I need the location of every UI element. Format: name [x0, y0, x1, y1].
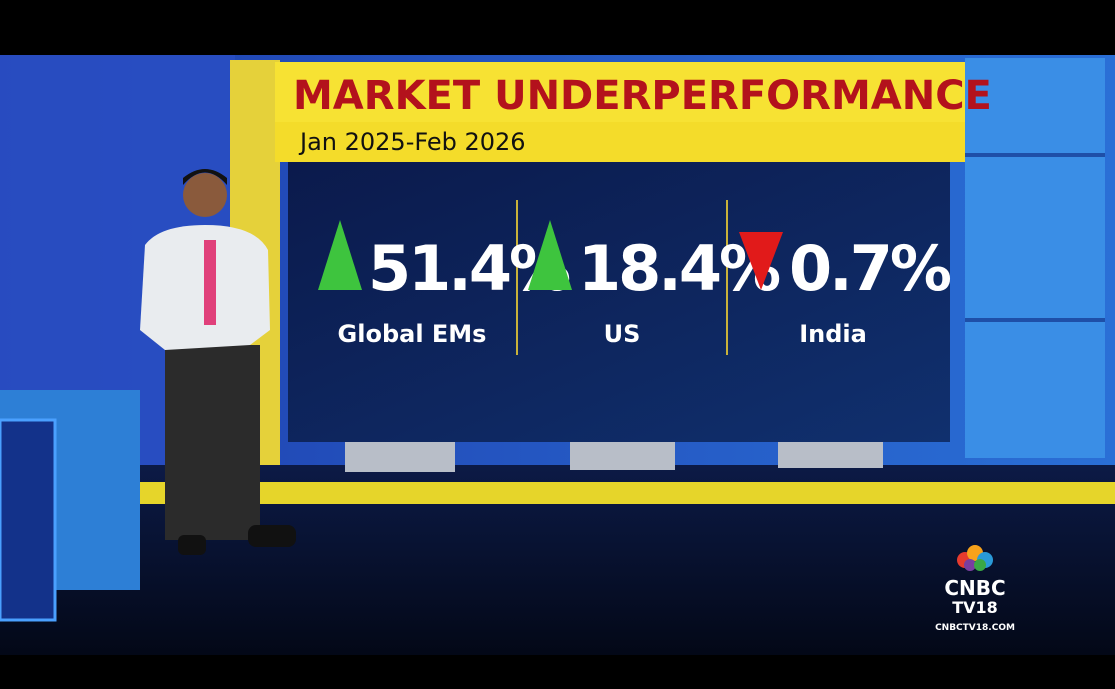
- stat-label: Global EMs: [338, 320, 487, 348]
- logo-subtext: TV18: [952, 598, 998, 617]
- title: MARKET UNDERPERFORMANCE: [293, 73, 992, 119]
- video-wall-right: [965, 58, 1105, 458]
- channel-logo: CNBC TV18 CNBCTV18.COM: [935, 545, 1015, 633]
- trend-arrow: [318, 220, 362, 290]
- stat-value: 0.7%: [789, 232, 951, 305]
- screen-stand: [345, 440, 455, 472]
- floor-stripe: [140, 482, 1115, 504]
- stat-label: US: [604, 320, 641, 348]
- stats-panel: [288, 162, 950, 442]
- logo-text: CNBC: [944, 576, 1005, 600]
- logo-url: CNBCTV18.COM: [935, 623, 1015, 633]
- screen-stand: [778, 440, 883, 468]
- title-bar: [275, 62, 965, 122]
- trend-arrow: [528, 220, 572, 290]
- side-monitor: [0, 418, 57, 622]
- trend-arrow: [739, 232, 783, 290]
- subtitle: Jan 2025-Feb 2026: [298, 128, 526, 156]
- subtitle-bar: [275, 122, 965, 162]
- screen-stand: [570, 440, 675, 470]
- presenter: [140, 169, 296, 555]
- stat-label: India: [799, 320, 867, 348]
